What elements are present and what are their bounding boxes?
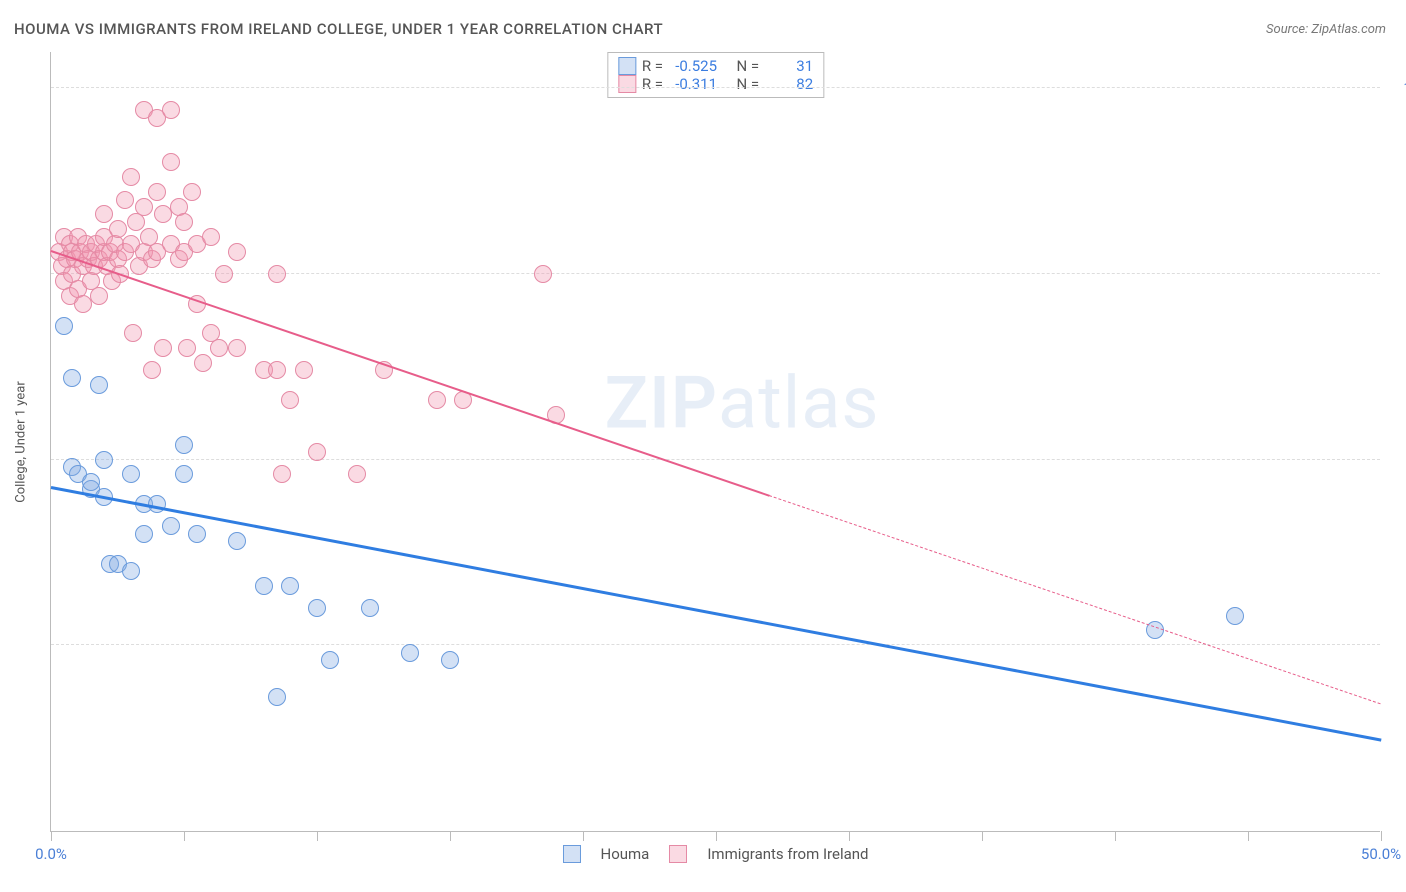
stats-row-houma: R = -0.525 N = 31 — [618, 57, 813, 75]
x-tick-label: 0.0% — [35, 845, 67, 863]
data-point — [82, 473, 100, 491]
data-point — [428, 391, 446, 409]
data-point — [534, 265, 552, 283]
data-point — [122, 465, 140, 483]
x-tick — [849, 831, 850, 841]
data-point — [90, 287, 108, 305]
x-tick — [450, 831, 451, 841]
data-point — [401, 644, 419, 662]
scatter-plot-area: College, Under 1 year ZIPatlas R = -0.52… — [50, 52, 1380, 832]
data-point — [183, 183, 201, 201]
n-value-ireland: 82 — [765, 75, 813, 93]
legend-label-houma: Houma — [600, 845, 649, 863]
data-point — [268, 361, 286, 379]
gridline — [51, 459, 1380, 460]
data-point — [321, 651, 339, 669]
x-tick — [583, 831, 584, 841]
data-point — [175, 465, 193, 483]
data-point — [308, 599, 326, 617]
data-point — [175, 213, 193, 231]
data-point — [273, 465, 291, 483]
r-label: R = — [642, 57, 663, 75]
data-point — [109, 220, 127, 238]
data-point — [268, 265, 286, 283]
data-point — [135, 525, 153, 543]
data-point — [194, 354, 212, 372]
data-point — [228, 339, 246, 357]
r-value-houma: -0.525 — [669, 57, 717, 75]
data-point — [255, 577, 273, 595]
source-credit: Source: ZipAtlas.com — [1266, 22, 1386, 37]
data-point — [361, 599, 379, 617]
trend-line — [51, 486, 1382, 742]
chart-title: HOUMA VS IMMIGRANTS FROM IRELAND COLLEGE… — [14, 20, 663, 38]
data-point — [63, 369, 81, 387]
data-point — [441, 651, 459, 669]
x-tick — [982, 831, 983, 841]
legend-label-ireland: Immigrants from Ireland — [707, 845, 868, 863]
r-label: R = — [642, 75, 663, 93]
watermark-atlas: atlas — [718, 360, 880, 445]
swatch-ireland — [618, 75, 636, 93]
data-point — [95, 205, 113, 223]
data-point — [308, 443, 326, 461]
data-point — [122, 168, 140, 186]
bottom-legend: Houma Immigrants from Ireland — [562, 845, 868, 863]
watermark: ZIPatlas — [605, 360, 880, 445]
data-point — [188, 525, 206, 543]
x-tick — [1248, 831, 1249, 841]
data-point — [122, 562, 140, 580]
gridline — [51, 87, 1380, 88]
data-point — [55, 317, 73, 335]
data-point — [162, 153, 180, 171]
x-tick — [1381, 831, 1382, 841]
stats-row-ireland: R = -0.311 N = 82 — [618, 75, 813, 93]
x-tick — [184, 831, 185, 841]
data-point — [90, 376, 108, 394]
x-tick — [716, 831, 717, 841]
swatch-houma — [618, 57, 636, 75]
data-point — [348, 465, 366, 483]
stats-legend-box: R = -0.525 N = 31 R = -0.311 N = 82 — [607, 52, 824, 98]
data-point — [135, 198, 153, 216]
data-point — [228, 243, 246, 261]
r-value-ireland: -0.311 — [669, 75, 717, 93]
data-point — [124, 324, 142, 342]
data-point — [178, 339, 196, 357]
data-point — [202, 228, 220, 246]
swatch-houma — [562, 845, 580, 863]
x-tick — [317, 831, 318, 841]
data-point — [210, 339, 228, 357]
gridline — [51, 273, 1380, 274]
data-point — [228, 532, 246, 550]
data-point — [162, 101, 180, 119]
n-value-houma: 31 — [765, 57, 813, 75]
data-point — [148, 183, 166, 201]
watermark-zip: ZIP — [605, 360, 718, 445]
data-point — [281, 577, 299, 595]
swatch-ireland — [669, 845, 687, 863]
data-point — [154, 339, 172, 357]
x-tick — [51, 831, 52, 841]
data-point — [162, 517, 180, 535]
y-axis-label: College, Under 1 year — [14, 381, 29, 503]
x-tick-label: 50.0% — [1361, 845, 1401, 863]
trend-line — [769, 495, 1381, 704]
gridline — [51, 644, 1380, 645]
data-point — [116, 191, 134, 209]
data-point — [295, 361, 313, 379]
n-label: N = — [737, 57, 760, 75]
data-point — [1226, 607, 1244, 625]
data-point — [143, 361, 161, 379]
data-point — [95, 451, 113, 469]
data-point — [268, 688, 286, 706]
x-tick — [1115, 831, 1116, 841]
data-point — [175, 436, 193, 454]
data-point — [215, 265, 233, 283]
data-point — [281, 391, 299, 409]
n-label: N = — [737, 75, 760, 93]
